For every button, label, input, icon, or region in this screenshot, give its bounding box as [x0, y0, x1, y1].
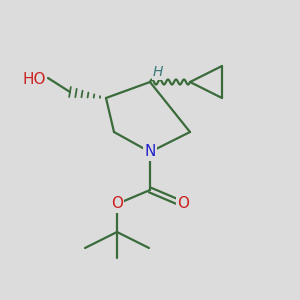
Text: H: H — [153, 65, 163, 79]
Text: O: O — [111, 196, 123, 211]
Text: HO: HO — [22, 73, 46, 88]
Text: O: O — [177, 196, 189, 211]
Text: N: N — [144, 145, 156, 160]
